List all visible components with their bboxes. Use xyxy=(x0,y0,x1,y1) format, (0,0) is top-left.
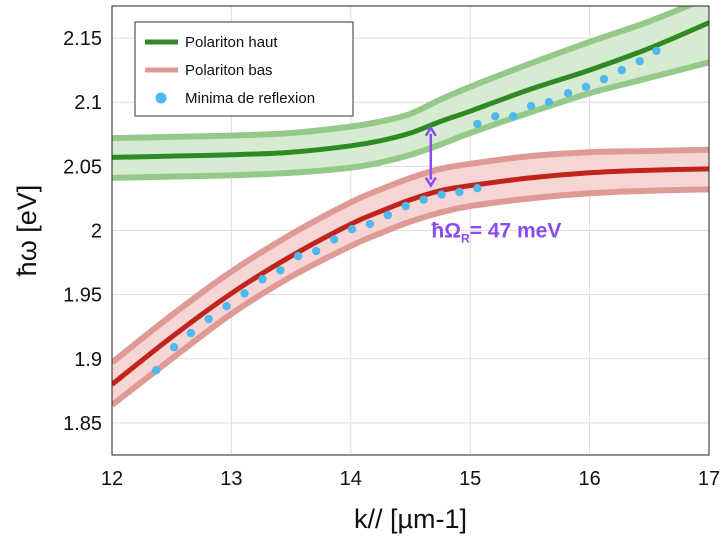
reflexion-minimum-point-22 xyxy=(526,101,536,111)
rabi-label-main: ħΩ xyxy=(431,220,461,243)
reflexion-minimum-point-19 xyxy=(473,119,482,129)
reflexion-minimum-point-28 xyxy=(635,56,644,66)
reflexion-minimum-point-2 xyxy=(186,328,196,338)
rabi-label-rest: = 47 meV xyxy=(470,220,562,243)
upper-polariton-line xyxy=(112,20,709,160)
reflexion-minimum-point-3 xyxy=(204,314,213,324)
y-tick-label-4: 2.05 xyxy=(63,156,102,178)
y-tick-label-5: 2.1 xyxy=(74,92,102,114)
reflexion-minimum-point-16 xyxy=(437,190,446,199)
reflexion-minimum-point-11 xyxy=(347,225,357,234)
upper-band-upper-edge xyxy=(112,6,696,142)
rabi-arrow-head-bottom xyxy=(424,176,437,188)
reflexion-minimum-point-15 xyxy=(419,195,428,204)
y-tick-label-0: 1.85 xyxy=(63,413,102,435)
x-tick-label-4: 16 xyxy=(578,468,600,490)
y-axis-label: ħω [eV] xyxy=(12,185,42,277)
legend-swatch-2 xyxy=(155,92,167,104)
y-tick-label-3: 2 xyxy=(91,221,102,243)
rabi-annotation: ħΩR= 47 meV xyxy=(424,125,561,246)
reflexion-minimum-point-17 xyxy=(455,187,464,197)
legend-label-2: Minima de reflexion xyxy=(185,90,315,107)
y-tick-label-6: 2.15 xyxy=(63,28,102,50)
reflexion-minimum-point-12 xyxy=(365,219,375,229)
lower-band-lower-edge xyxy=(112,186,709,408)
reflexion-minimum-point-13 xyxy=(383,210,393,220)
reflexion-minimum-point-21 xyxy=(508,112,518,121)
reflexion-minimum-point-27 xyxy=(617,65,627,75)
legend-label-0: Polariton haut xyxy=(185,34,278,51)
reflexion-minimum-point-25 xyxy=(581,82,591,92)
reflexion-minimum-point-18 xyxy=(473,183,482,193)
lower-band-fill xyxy=(112,149,709,405)
rabi-splitting-label: ħΩR= 47 meV xyxy=(431,220,561,246)
x-tick-label-2: 14 xyxy=(340,468,362,490)
x-tick-label-5: 17 xyxy=(698,468,720,490)
reflexion-minimum-point-5 xyxy=(240,289,249,298)
reflexion-minimum-point-7 xyxy=(276,266,285,275)
reflexion-minimum-point-14 xyxy=(401,201,410,211)
rabi-label-subscript: R xyxy=(461,232,470,246)
reflexion-minimum-point-6 xyxy=(258,275,267,284)
reflexion-minimum-point-29 xyxy=(652,46,661,56)
x-tick-label-3: 15 xyxy=(459,468,481,490)
reflexion-minimum-point-1 xyxy=(169,343,179,352)
lower-band-upper-edge xyxy=(112,146,709,365)
reflexion-minimum-point-8 xyxy=(294,251,303,261)
rabi-arrow-head-top xyxy=(424,125,437,137)
x-tick-label-1: 13 xyxy=(220,468,242,490)
reflexion-minimum-point-9 xyxy=(311,246,321,256)
lower-polariton-line xyxy=(112,166,709,387)
legend: Polariton haut Polariton bas Minima de ref… xyxy=(134,21,354,117)
y-tick-label-2: 1.95 xyxy=(63,285,102,307)
reflexion-minimum-point-24 xyxy=(563,89,573,98)
scatter-points xyxy=(151,46,661,375)
series-lines xyxy=(112,20,709,387)
legend-label-1: Polariton bas xyxy=(185,62,273,79)
reflexion-minimum-point-26 xyxy=(599,74,609,84)
reflexion-minimum-point-4 xyxy=(222,301,231,311)
axes xyxy=(111,5,710,456)
reflexion-minimum-point-0 xyxy=(151,366,161,375)
reflexion-minimum-point-20 xyxy=(491,112,500,121)
x-tick-label-0: 12 xyxy=(101,468,123,490)
reflexion-minimum-point-23 xyxy=(544,98,554,107)
plot-frame xyxy=(111,5,710,456)
reflexion-minimum-point-10 xyxy=(329,235,339,244)
tick-labels: 12 13 14 15 16 17 1.85 1.9 1.95 2 2.05 2.1 2.15 xyxy=(63,28,720,490)
y-tick-label-1: 1.9 xyxy=(74,349,102,371)
x-axis-label: k// [µm-1] xyxy=(354,504,467,534)
upper-band-lower-edge xyxy=(112,59,709,181)
